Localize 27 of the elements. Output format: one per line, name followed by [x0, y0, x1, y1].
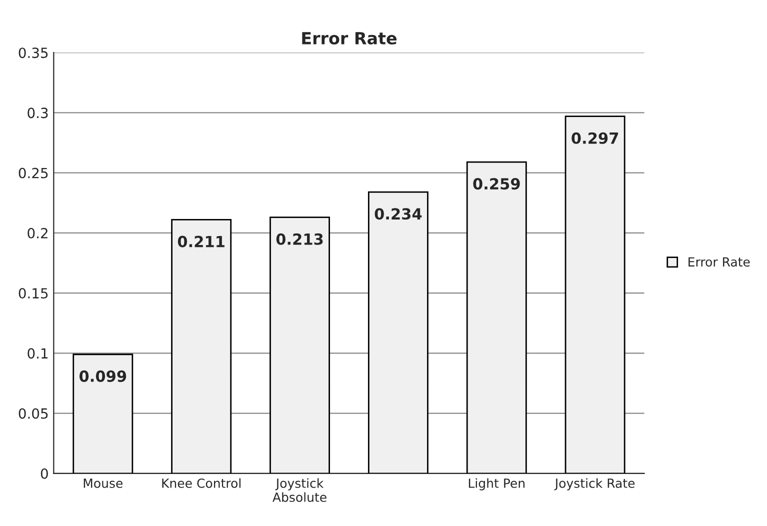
bar [564, 116, 626, 474]
bar [270, 216, 330, 474]
y-tick-label: 0.35 [18, 48, 48, 58]
data-label: 0.234 [374, 208, 422, 220]
chart-title: Error Rate [302, 32, 397, 45]
x-tick-label: Light Pen [468, 478, 525, 490]
y-tick-label: 0.3 [28, 108, 48, 118]
bar [72, 354, 134, 474]
bar [368, 191, 428, 474]
y-tick-label: 0.25 [18, 168, 48, 178]
y-tick-label: 0.1 [28, 348, 48, 359]
data-label: 0.211 [178, 236, 224, 248]
data-label: 0.213 [276, 233, 323, 245]
x-tick-label: Joystick Absolute [272, 478, 326, 502]
x-tick-label: Knee Control [162, 478, 240, 488]
data-label: 0.259 [473, 178, 520, 190]
bar [171, 219, 232, 474]
data-label: 0.297 [572, 132, 618, 144]
y-tick-label: 0.2 [28, 228, 48, 238]
legend-label: Error Rate [688, 257, 750, 267]
y-tick-label: 0 [40, 468, 48, 479]
data-label: 0.099 [79, 370, 126, 382]
y-tick-label: 0.15 [18, 288, 48, 299]
y-tick-label: 0.05 [18, 408, 48, 419]
bar [466, 161, 527, 474]
x-tick-label: Joystick Rate [554, 478, 635, 490]
x-tick-label: Mouse [84, 478, 123, 488]
